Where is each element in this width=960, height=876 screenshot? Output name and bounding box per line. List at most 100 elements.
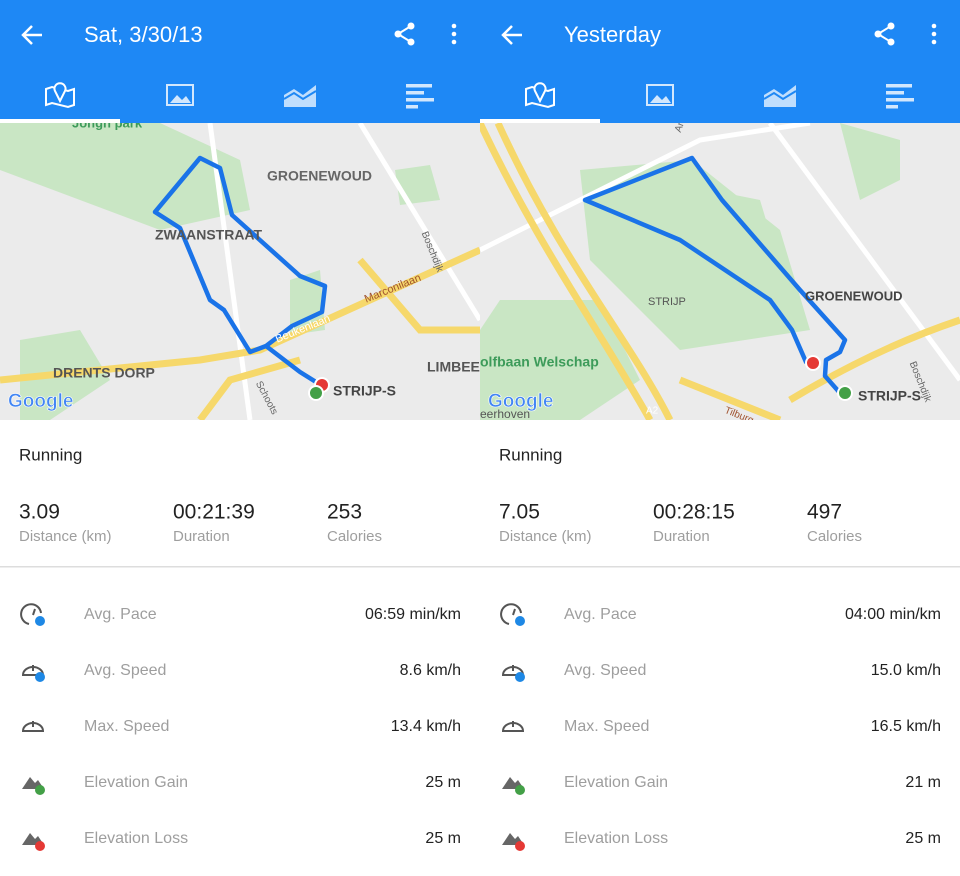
end-marker [805,355,821,371]
map-attribution: Google [488,391,553,412]
elevation-badge [515,841,525,851]
detail-label: Elevation Gain [564,774,668,791]
gauge [21,722,45,732]
map: Anthony FSTRIJPGROENEWOUDolfbaan Welscha… [480,123,960,420]
detail-icon [502,777,525,795]
detail-value: 15.0 km/h [871,662,941,679]
summary-value: 253 [327,501,362,524]
share-dot [887,22,895,30]
tab-icon-bars [886,98,914,102]
detail-label: Max. Speed [564,718,649,735]
share-dot [407,38,415,46]
detail-icon [500,603,525,626]
detail-icon [21,721,45,732]
gauge-badge [515,616,525,626]
more-dot [931,39,937,45]
map-street [357,123,480,322]
tab-icon-photo [646,84,674,106]
tab[interactable] [646,84,674,106]
map-label: Jongh park [72,115,143,130]
summary-label: Duration [173,528,230,545]
map-attribution: Google [8,391,73,412]
gauge-badge [35,616,45,626]
detail-label: Elevation Loss [564,830,668,847]
map-main-road [788,316,960,404]
detail-label: Max. Speed [84,718,169,735]
detail-icon [22,833,45,851]
tab[interactable] [886,84,914,109]
elevation-badge [35,841,45,851]
map-street [767,123,960,382]
gauge [501,722,525,732]
map-park [290,270,325,335]
tab[interactable] [406,84,434,109]
summary-value: 3.09 [19,501,60,524]
gauge-needle [512,608,516,616]
summary-label: Calories [807,528,862,545]
detail-label: Avg. Pace [564,606,637,623]
summary-label: Calories [327,528,382,545]
start-marker [308,385,324,401]
share-button[interactable] [874,22,895,46]
back-button[interactable] [501,25,522,45]
tab-icon-bars [886,84,912,88]
map-main-road [480,123,654,420]
map-main-road [494,123,674,420]
share-button[interactable] [394,22,415,46]
tab-icon-bars [886,105,898,109]
elevation-badge [35,785,45,795]
summary-value: 00:28:15 [653,501,735,524]
detail-label: Avg. Pace [84,606,157,623]
more-button[interactable] [451,23,457,45]
tab[interactable] [283,85,317,107]
tab-icon-pin [53,82,67,104]
summary-value: 497 [807,501,842,524]
map-main-road [678,376,782,420]
detail-value: 16.5 km/h [871,718,941,735]
share-dot [407,22,415,30]
gauge-badge [35,672,45,682]
detail-label: Avg. Speed [84,662,166,679]
tab-icon-bars [406,84,432,88]
route-line [582,155,848,396]
divider [480,566,960,568]
tab-icon-bars [406,105,418,109]
tab-icon-bars [406,98,434,102]
detail-icon [501,721,525,732]
detail-icon [20,603,45,626]
back-button[interactable] [21,25,42,45]
detail-value: 06:59 min/km [365,606,461,623]
tab[interactable] [45,82,75,109]
activity-panel: YesterdayAnthony FSTRIJPGROENEWOUDolfbaa… [480,0,960,851]
app-bar [0,0,480,123]
detail-label: Avg. Speed [564,662,646,679]
detail-value: 25 m [425,830,461,847]
more-button[interactable] [931,23,937,45]
divider [0,566,480,568]
tab-icon-photo-hill [650,95,671,103]
map-park [840,123,900,200]
tab-icon-chart-line [763,90,797,101]
gauge-needle [32,608,36,616]
more-dot [931,31,937,37]
map-street [207,123,253,420]
map-label: A2 [646,406,659,417]
map-label: ZWAANSTRAAT [155,227,263,243]
tab[interactable] [763,85,797,107]
tab[interactable] [525,82,555,109]
start-marker [837,385,853,401]
more-dot [931,23,937,29]
more-dot [451,39,457,45]
gauge [20,603,42,625]
map-label: GROENEWOUD [805,288,903,303]
detail-value: 25 m [905,830,941,847]
tab[interactable] [166,84,194,106]
screen-title: Sat, 3/30/13 [84,22,203,47]
detail-label: Elevation Gain [84,774,188,791]
gauge-badge [515,672,525,682]
map-main-road [357,257,480,334]
activity-type: Running [19,445,82,464]
summary-label: Duration [653,528,710,545]
map-label: STRIJP-S [333,383,396,399]
tab-icon-chart-line [283,90,317,101]
